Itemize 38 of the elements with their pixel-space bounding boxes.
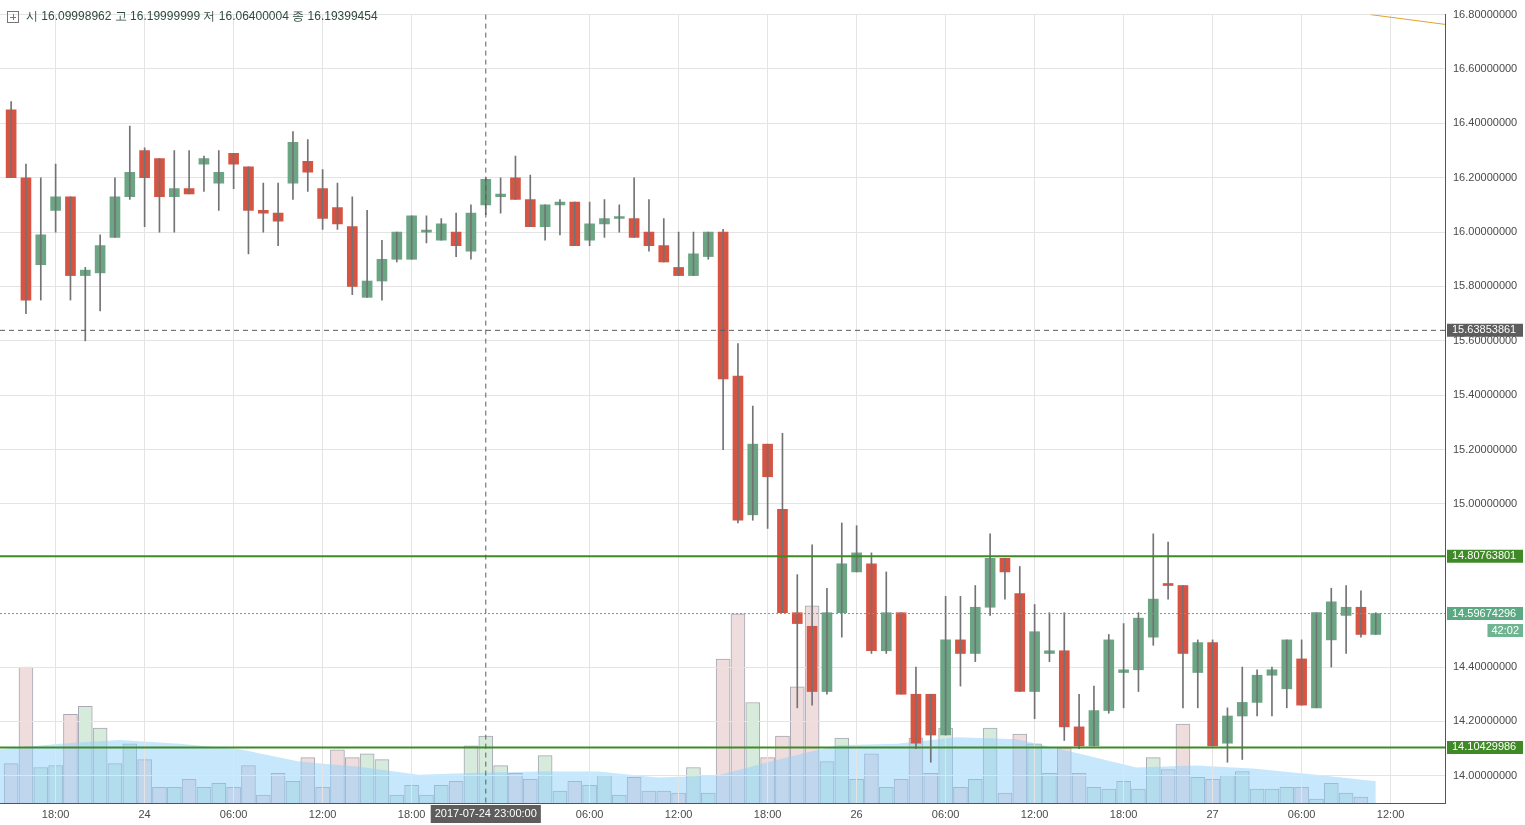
x-tick-label: 26 bbox=[850, 807, 863, 820]
candlestick bbox=[569, 201, 581, 247]
y-tick-label: 14.20000000 bbox=[1453, 714, 1518, 727]
x-tick-label: 27 bbox=[1206, 807, 1219, 820]
y-tick-label: 15.00000000 bbox=[1453, 496, 1518, 509]
y-tick-label: 15.40000000 bbox=[1453, 388, 1518, 401]
ref-line-label: 15.63853861 bbox=[1452, 323, 1517, 336]
x-tick-label: 18:00 bbox=[753, 807, 782, 820]
x-tick-label: 12:00 bbox=[1376, 807, 1405, 820]
y-tick-label: 16.20000000 bbox=[1453, 170, 1518, 183]
ref-line-label: 14.10429986 bbox=[1452, 740, 1517, 753]
x-tick-label: 06:00 bbox=[1287, 807, 1316, 820]
x-tick-label: 18:00 bbox=[397, 807, 426, 820]
ref-line-label: 14.80763801 bbox=[1452, 549, 1517, 562]
candlestick bbox=[613, 204, 625, 233]
candlestick bbox=[895, 612, 907, 695]
y-tick-label: 15.20000000 bbox=[1453, 442, 1518, 455]
x-tick-label: 12:00 bbox=[1020, 807, 1049, 820]
ref-line-label: 14.59674296 bbox=[1452, 606, 1517, 619]
y-tick-label: 14.40000000 bbox=[1453, 660, 1518, 673]
x-tick-label: 24 bbox=[138, 807, 151, 820]
y-tick-label: 16.60000000 bbox=[1453, 62, 1518, 74]
x-tick-label: 12:00 bbox=[664, 807, 693, 820]
y-tick-label: 16.00000000 bbox=[1453, 225, 1518, 238]
ref-line-label: 2017-07-24 23:00:00 bbox=[434, 807, 537, 820]
x-tick-label: 12:00 bbox=[308, 807, 337, 820]
y-tick-label: 15.60000000 bbox=[1453, 333, 1518, 346]
x-tick-label: 06:00 bbox=[219, 807, 248, 820]
y-tick-label: 14.00000000 bbox=[1453, 768, 1518, 781]
y-tick-label: 16.40000000 bbox=[1453, 116, 1518, 129]
x-tick-label: 18:00 bbox=[1109, 807, 1138, 820]
x-tick-label: 06:00 bbox=[575, 807, 604, 820]
y-tick-label: 15.80000000 bbox=[1453, 279, 1518, 292]
x-tick-label: 06:00 bbox=[931, 807, 960, 820]
y-tick-label: 16.80000000 bbox=[1453, 7, 1518, 20]
text: 42:02 bbox=[1491, 623, 1519, 636]
x-tick-label: 18:00 bbox=[41, 807, 70, 820]
annotation: 시 16.09998962 고 16.19999999 저 16.06400004 종 16.19399454 bbox=[26, 9, 378, 24]
